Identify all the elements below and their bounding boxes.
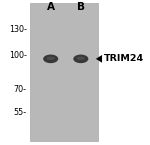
Ellipse shape xyxy=(77,57,85,60)
Bar xyxy=(30,3,98,141)
Text: 130-: 130- xyxy=(9,25,27,34)
Text: TRIM24: TRIM24 xyxy=(104,54,144,63)
Ellipse shape xyxy=(73,55,88,63)
Text: 70-: 70- xyxy=(14,85,27,94)
Ellipse shape xyxy=(46,57,55,60)
Polygon shape xyxy=(96,55,102,63)
Text: 100-: 100- xyxy=(9,51,27,60)
Ellipse shape xyxy=(43,55,58,63)
Text: 55-: 55- xyxy=(14,108,27,117)
Text: A: A xyxy=(47,2,55,12)
Text: B: B xyxy=(77,2,85,12)
